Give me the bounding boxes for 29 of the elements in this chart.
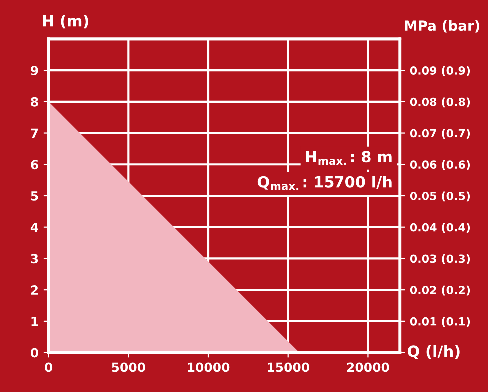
annotation: Q$_{max.}$: 15700 l/h bbox=[258, 176, 392, 190]
category-label: 0.08 (0.8) bbox=[410, 98, 470, 108]
y-tick-label: 0 bbox=[30, 348, 38, 358]
category-label: 0.02 (0.2) bbox=[410, 286, 470, 296]
category-label: 0.09 (0.9) bbox=[410, 66, 470, 76]
y-axis-title: H (m) bbox=[43, 15, 88, 29]
x-tick-label: 20000 bbox=[347, 362, 390, 372]
category-label: 0.06 (0.6) bbox=[410, 160, 470, 170]
y-tick-label: 5 bbox=[31, 192, 38, 201]
x-tick-label: 5000 bbox=[112, 362, 146, 372]
y-tick-label: 3 bbox=[31, 254, 38, 264]
x-axis-title: Q (l/h) bbox=[408, 345, 460, 360]
category-label: 0.07 (0.7) bbox=[410, 129, 470, 139]
y-tick-label: 7 bbox=[31, 128, 38, 138]
y-tick-label: 9 bbox=[31, 66, 38, 76]
y-tick-label: 1 bbox=[32, 317, 38, 326]
category-label: 0.03 (0.3) bbox=[410, 254, 470, 264]
x-tick-label: 0 bbox=[45, 362, 53, 372]
y-tick-label: 4 bbox=[30, 222, 39, 232]
category-label: 0.01 (0.1) bbox=[410, 317, 470, 328]
y-tick-label: 6 bbox=[31, 160, 38, 170]
y-tick-label: 2 bbox=[31, 286, 38, 295]
y2-axis-title: MPa (bar) bbox=[405, 20, 480, 33]
y-tick-label: 8 bbox=[31, 97, 38, 107]
category-label: 0.04 (0.4) bbox=[410, 223, 470, 234]
x-tick-label: 15000 bbox=[268, 362, 310, 372]
x-tick-label: 10000 bbox=[188, 362, 230, 372]
annotation: H$_{max.}$: 8 m bbox=[306, 151, 392, 166]
category-label: 0.05 (0.5) bbox=[410, 192, 470, 202]
